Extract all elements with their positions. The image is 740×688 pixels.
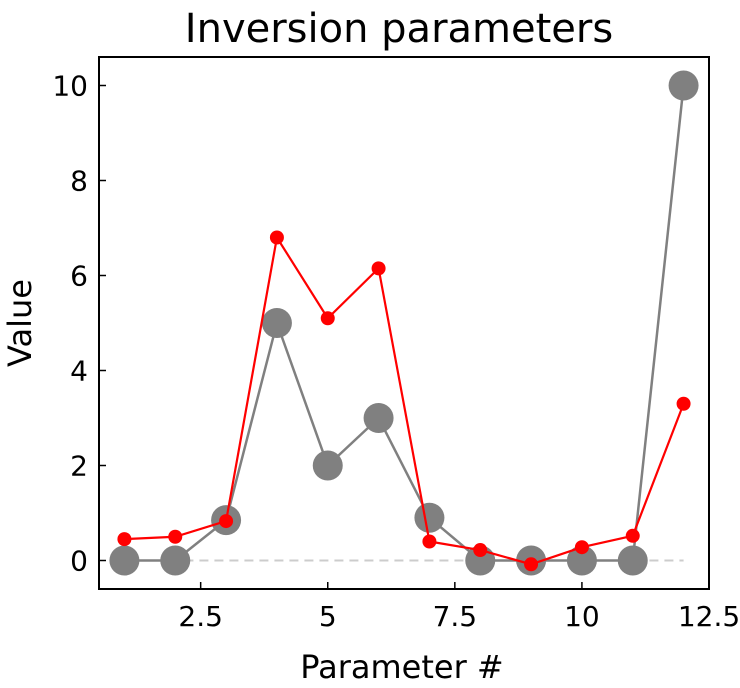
series-1-point (617, 545, 648, 576)
series-1-point (261, 308, 292, 338)
series-1-point (363, 403, 394, 433)
series-1 (109, 70, 699, 576)
y-tick-label: 0 (70, 545, 88, 578)
chart-title: Inversion parameters (185, 6, 613, 52)
plot-area-frame (98, 56, 710, 590)
series-1-point (160, 545, 191, 576)
series-1-point (312, 450, 343, 481)
series-2-point (320, 311, 335, 326)
x-ticks: 2.5 5 7.5 10 12.5 (178, 582, 740, 633)
y-ticks: 0 2 4 6 8 10 (52, 70, 106, 578)
series-layer (109, 70, 699, 576)
series-2-point (676, 396, 691, 411)
x-tick-label: 10 (564, 600, 600, 633)
y-tick-label: 2 (70, 450, 88, 483)
series-2-point (473, 543, 488, 558)
series-1-point (668, 70, 699, 101)
y-tick-label: 4 (70, 355, 88, 388)
series-2-point (371, 261, 386, 276)
series-2-point (117, 532, 132, 547)
series-1-point (566, 545, 597, 576)
series-2-point (269, 230, 284, 245)
series-2 (117, 230, 691, 572)
series-2-point (219, 514, 234, 529)
x-tick-label: 12.5 (678, 600, 740, 633)
series-2-point (625, 528, 640, 543)
series-2-point (524, 557, 539, 572)
x-tick-label: 5 (319, 600, 337, 633)
series-2-point (422, 534, 437, 549)
y-axis-label: Value (1, 279, 39, 367)
x-tick-label: 7.5 (433, 600, 478, 633)
series-2-point (168, 529, 183, 544)
series-1-point (414, 502, 445, 533)
x-tick-label: 2.5 (178, 600, 223, 633)
series-1-line (124, 85, 685, 562)
series-1-point (109, 545, 140, 576)
series-2-line (124, 234, 685, 566)
y-tick-label: 8 (70, 165, 88, 198)
y-tick-label: 6 (70, 260, 88, 293)
y-tick-label: 10 (52, 70, 88, 103)
x-axis-label: Parameter # (300, 648, 503, 686)
series-2-point (574, 540, 589, 555)
